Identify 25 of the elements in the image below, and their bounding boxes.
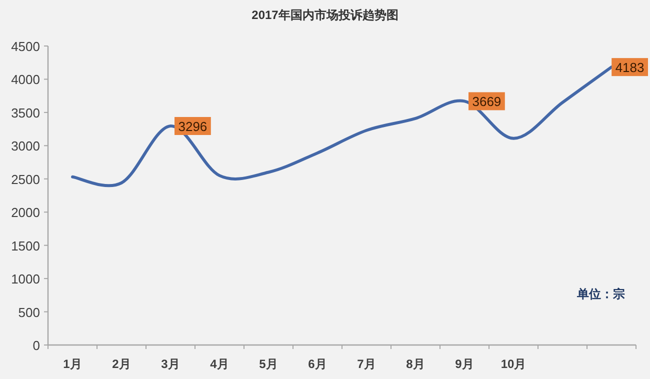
y-tick-label: 3500 — [11, 105, 40, 120]
data-label: 3296 — [178, 119, 208, 134]
y-tick-label: 3000 — [11, 138, 40, 154]
x-tick-label: 8月 — [406, 357, 425, 371]
x-tick-label: 3月 — [161, 357, 180, 371]
data-label: 4183 — [615, 60, 644, 76]
chart-title: 2017年国内市场投诉趋势图 — [252, 8, 398, 22]
annotation: 单位：宗 — [576, 287, 625, 301]
x-tick-label: 4月 — [210, 357, 229, 371]
y-tick-label: 500 — [18, 304, 40, 320]
y-tick-label: 1000 — [11, 272, 40, 287]
x-tick-label: 10月 — [500, 357, 526, 371]
y-tick-label: 2000 — [11, 205, 40, 220]
x-tick-label: 7月 — [357, 357, 376, 371]
x-tick-label: 5月 — [259, 357, 278, 371]
y-tick-label: 4000 — [11, 72, 40, 88]
x-tick-label: 6月 — [308, 357, 327, 371]
y-tick-label: 2500 — [11, 172, 40, 187]
x-tick-label: 2月 — [112, 357, 131, 371]
x-tick-label: 1月 — [63, 357, 82, 371]
data-label: 3669 — [472, 94, 502, 110]
y-tick-label: 1500 — [11, 238, 40, 254]
x-tick-label: 9月 — [455, 357, 474, 371]
y-tick-label: 0 — [32, 338, 40, 353]
y-tick-label: 4500 — [11, 39, 40, 54]
